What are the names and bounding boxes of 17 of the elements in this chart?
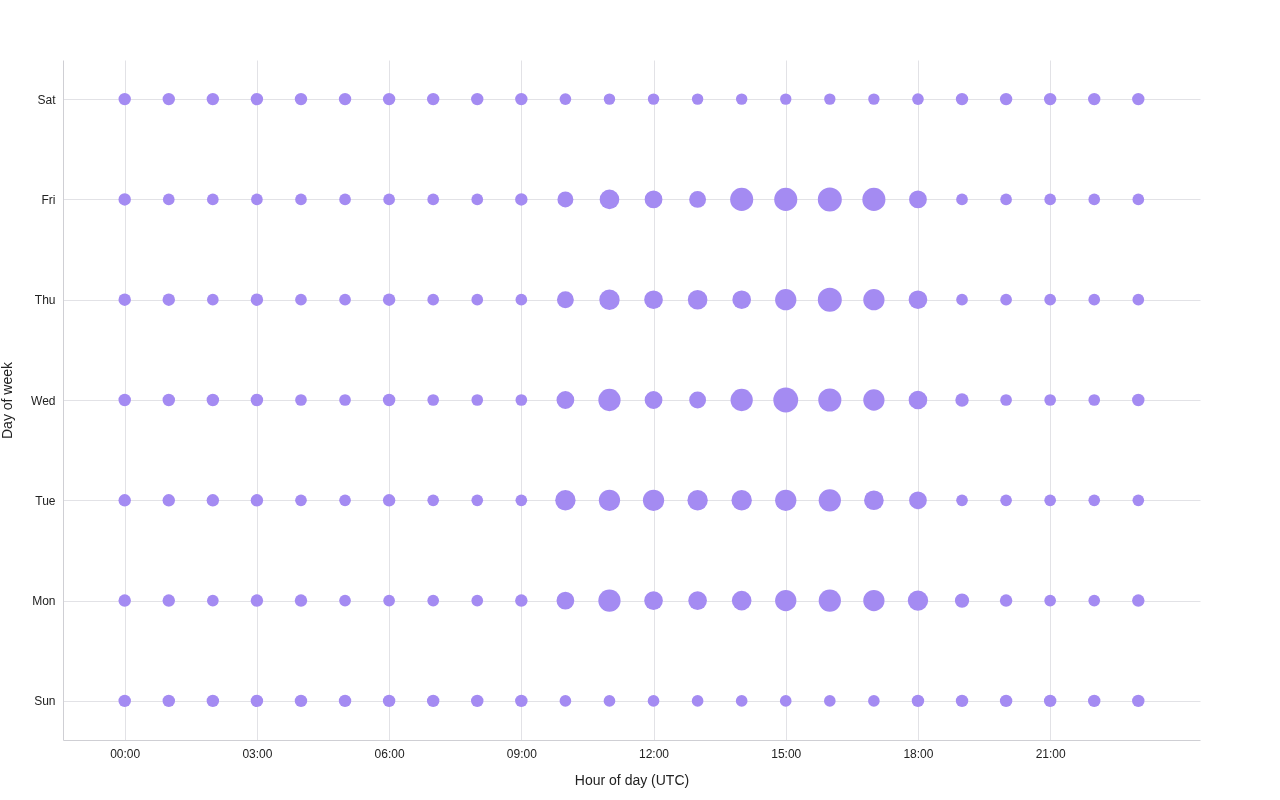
y-axis-title: Day of week xyxy=(0,360,16,440)
x-tick-label: 21:00 xyxy=(1035,746,1066,761)
x-tick-label: 09:00 xyxy=(506,746,538,761)
x-tick-label: 15:00 xyxy=(771,746,802,761)
y-tick-label: Wed xyxy=(31,393,56,408)
x-tick-label: 00:00 xyxy=(110,746,141,761)
x-tick-label: 12:00 xyxy=(639,746,670,761)
y-tick-label: Fri xyxy=(41,192,56,207)
y-tick-label: Sun xyxy=(34,694,56,709)
y-tick-label: Mon xyxy=(32,594,56,609)
x-tick-label: 03:00 xyxy=(242,746,273,761)
y-tick-label: Tue xyxy=(35,493,56,508)
x-axis-title: Hour of day (UTC) xyxy=(574,771,690,788)
y-tick-label: Sat xyxy=(37,92,57,107)
x-tick-label: 06:00 xyxy=(374,746,405,761)
y-tick-label: Thu xyxy=(34,293,56,308)
x-tick-label: 18:00 xyxy=(903,746,934,761)
